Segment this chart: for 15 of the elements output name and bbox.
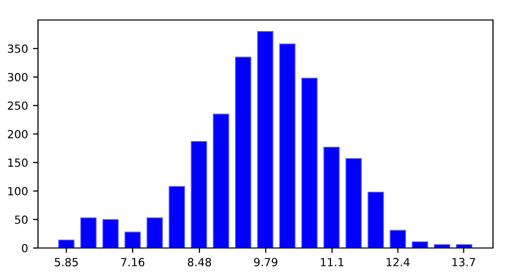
x-tick-label: 8.48 <box>188 258 212 266</box>
x-tick-label: 13.7 <box>452 258 476 266</box>
y-tick-label: 0 <box>22 244 28 252</box>
y-tick-label: 50 <box>14 215 28 224</box>
y-tick-label: 200 <box>8 130 28 138</box>
x-tick-label: 9.79 <box>254 258 278 266</box>
y-tick-label: 350 <box>8 44 28 53</box>
x-tick-label: 11.1 <box>320 258 344 266</box>
y-tick-label: 250 <box>8 101 28 110</box>
x-tick-label: 5.85 <box>54 258 78 266</box>
y-tick-label: 150 <box>8 158 28 167</box>
x-tick-label: 7.16 <box>121 258 144 266</box>
y-tick-label: 100 <box>8 186 28 196</box>
y-tick-label: 300 <box>8 72 28 82</box>
x-tick-label: 12.4 <box>386 258 410 266</box>
